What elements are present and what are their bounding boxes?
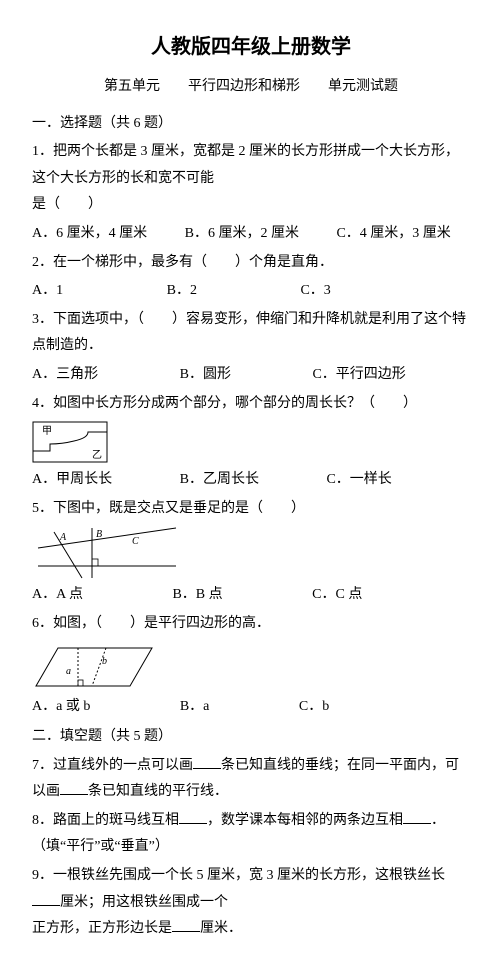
- q8-blank2: [403, 810, 431, 824]
- q4-label-jia: 甲: [42, 426, 52, 437]
- q5-opt-a: A．A 点: [32, 582, 83, 609]
- section-2-heading: 二．填空题（共 5 题）: [32, 724, 470, 751]
- q9-p3: 正方形，正方形边长是: [32, 921, 172, 936]
- q3-opt-b: B．圆形: [180, 362, 231, 389]
- q6-label-a: a: [66, 666, 71, 677]
- q4-text: 4．如图中长方形分成两个部分，哪个部分的周长长？（ ）: [32, 391, 470, 418]
- q1-options: A．6 厘米，4 厘米 B．6 厘米，2 厘米 C．4 厘米，3 厘米: [32, 221, 470, 248]
- q2-opt-c: C．3: [300, 278, 330, 305]
- q4-opt-b: B．乙周长长: [180, 467, 259, 494]
- q1-opt-b: B．6 厘米，2 厘米: [185, 221, 299, 248]
- q4-options: A．甲周长长 B．乙周长长 C．一样长: [32, 467, 470, 494]
- q4-figure: 甲 乙: [32, 421, 470, 465]
- q6-opt-c: C．b: [299, 694, 329, 721]
- q6-text: 6．如图，（ ）是平行四边形的高．: [32, 611, 470, 638]
- q7-blank1: [193, 754, 221, 768]
- q7-p3: 条已知直线的平行线．: [88, 784, 228, 799]
- q1-line1: 1．把两个长都是 3 厘米，宽都是 2 厘米的长方形拼成一个大长方形，这个大长方…: [32, 139, 470, 192]
- q9-p2: 厘米；用这根铁丝围成一个: [60, 895, 228, 910]
- q9-blank1: [32, 891, 60, 905]
- q4-opt-c: C．一样长: [326, 467, 391, 494]
- q3-text: 3．下面选项中，（ ）容易变形，伸缩门和升降机就是利用了这个特点制造的．: [32, 307, 470, 360]
- q9-p4: 厘米．: [200, 921, 242, 936]
- q5-figure: A B C: [32, 526, 470, 580]
- q1-line2: 是（ ）: [32, 192, 470, 219]
- q4-label-yi: 乙: [92, 449, 102, 461]
- q9-p1: 9．一根铁丝先围成一个长 5 厘米，宽 3 厘米的长方形，这根铁丝长: [32, 868, 445, 883]
- q4: 4．如图中长方形分成两个部分，哪个部分的周长长？（ ） 甲 乙 A．甲周长长 B…: [32, 391, 470, 494]
- q8-p2: ，数学课本每相邻的两条边互相: [207, 813, 403, 828]
- q8-p1: 8．路面上的斑马线互相: [32, 813, 179, 828]
- q3-opt-c: C．平行四边形: [312, 362, 405, 389]
- q1-opt-c: C．4 厘米，3 厘米: [336, 221, 450, 248]
- q8-blank1: [179, 810, 207, 824]
- q2: 2．在一个梯形中，最多有（ ）个角是直角． A．1 B．2 C．3: [32, 250, 470, 305]
- q2-opt-b: B．2: [167, 278, 197, 305]
- q3: 3．下面选项中，（ ）容易变形，伸缩门和升降机就是利用了这个特点制造的． A．三…: [32, 307, 470, 389]
- q2-options: A．1 B．2 C．3: [32, 278, 470, 305]
- q6: 6．如图，（ ）是平行四边形的高． a b A．a 或 b B．a C．b: [32, 611, 470, 720]
- q1: 1．把两个长都是 3 厘米，宽都是 2 厘米的长方形拼成一个大长方形，这个大长方…: [32, 139, 470, 247]
- q4-opt-a: A．甲周长长: [32, 467, 112, 494]
- q6-options: A．a 或 b B．a C．b: [32, 694, 470, 721]
- q3-options: A．三角形 B．圆形 C．平行四边形: [32, 362, 470, 389]
- q5-opt-c: C．C 点: [312, 582, 362, 609]
- q5: 5．下图中，既是交点又是垂足的是（ ） A B C A．A 点 B．B 点 C．…: [32, 496, 470, 609]
- q3-opt-a: A．三角形: [32, 362, 98, 389]
- q5-options: A．A 点 B．B 点 C．C 点: [32, 582, 470, 609]
- q6-label-b: b: [102, 656, 107, 667]
- q7-p1: 7．过直线外的一点可以画: [32, 758, 193, 773]
- q6-opt-a: A．a 或 b: [32, 694, 90, 721]
- q8: 8．路面上的斑马线互相，数学课本每相邻的两条边互相．（填“平行”或“垂直”）: [32, 808, 470, 861]
- q6-figure: a b: [32, 642, 470, 692]
- q6-opt-b: B．a: [180, 694, 210, 721]
- q5-label-b: B: [96, 529, 102, 540]
- q9-blank2: [172, 918, 200, 932]
- q5-text: 5．下图中，既是交点又是垂足的是（ ）: [32, 496, 470, 523]
- q5-label-c: C: [132, 536, 139, 547]
- q5-opt-b: B．B 点: [172, 582, 222, 609]
- q1-opt-a: A．6 厘米，4 厘米: [32, 221, 147, 248]
- page-subtitle: 第五单元 平行四边形和梯形 单元测试题: [32, 74, 470, 101]
- page-title: 人教版四年级上册数学: [32, 28, 470, 66]
- section-1-heading: 一．选择题（共 6 题）: [32, 111, 470, 138]
- q5-label-a: A: [59, 532, 67, 543]
- q2-opt-a: A．1: [32, 278, 63, 305]
- q7-blank2: [60, 781, 88, 795]
- q7: 7．过直线外的一点可以画条已知直线的垂线；在同一平面内，可以画条已知直线的平行线…: [32, 753, 470, 806]
- q9: 9．一根铁丝先围成一个长 5 厘米，宽 3 厘米的长方形，这根铁丝长厘米；用这根…: [32, 863, 470, 943]
- q2-text: 2．在一个梯形中，最多有（ ）个角是直角．: [32, 250, 470, 277]
